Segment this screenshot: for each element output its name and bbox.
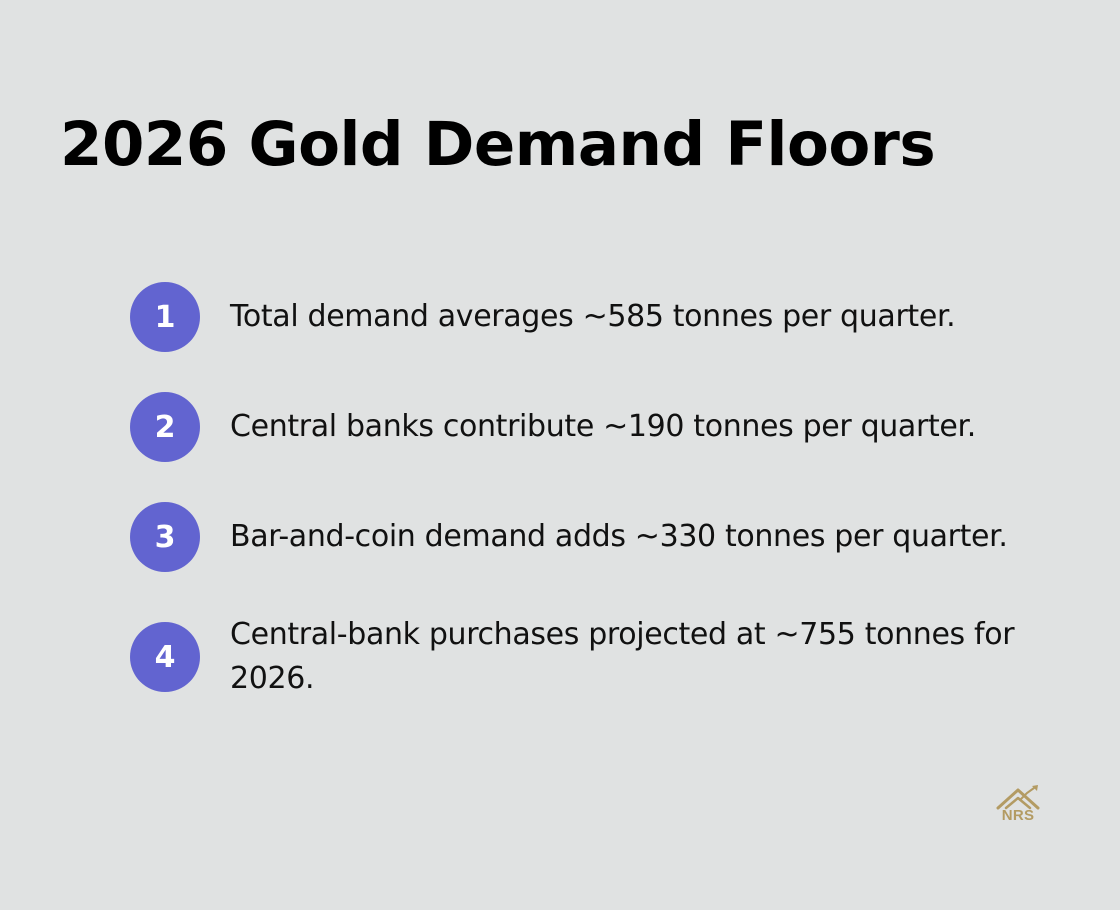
logo-text: NRS — [1001, 807, 1035, 824]
page-title: 2026 Gold Demand Floors — [60, 109, 936, 180]
step-number-badge: 3 — [130, 502, 200, 572]
step-text: Central banks contribute ~190 tonnes per… — [230, 409, 976, 444]
house-chart-icon — [996, 785, 1040, 810]
step-text: Bar-and-coin demand adds ~330 tonnes per… — [230, 519, 1008, 554]
step-text: Central-bank purchases projected at ~755… — [230, 617, 1015, 696]
step-number-badge: 2 — [130, 392, 200, 462]
step-text: Total demand averages ~585 tonnes per qu… — [230, 299, 956, 334]
step-number-badge: 4 — [130, 622, 200, 692]
step-number-badge: 1 — [130, 282, 200, 352]
brand-logo: NRS — [994, 784, 1046, 828]
